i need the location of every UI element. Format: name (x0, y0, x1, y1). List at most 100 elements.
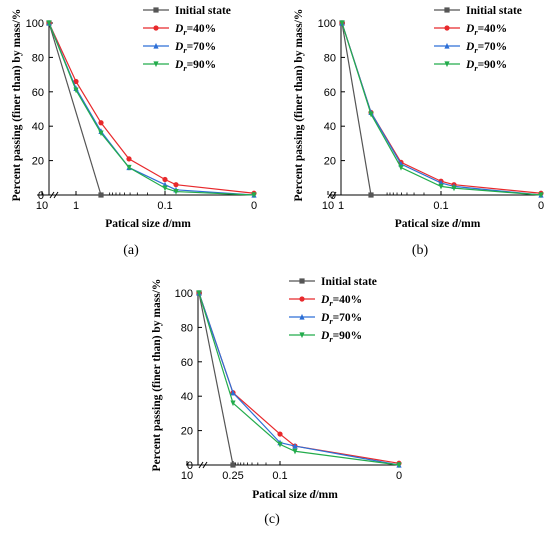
chart-b-ytick-label-3: 60 (324, 87, 336, 99)
chart-c-ytick-label-2: 40 (181, 391, 193, 403)
chart-a-series-3-point-1 (73, 87, 79, 94)
chart-c-series-0-point-1 (230, 462, 236, 468)
chart-a-series-3-line (48, 22, 255, 196)
chart-a-series-1-point-4 (162, 176, 168, 183)
chart-c-series-2-line (198, 292, 400, 466)
chart-b-series-3 (339, 20, 544, 199)
chart-c-series-1-point-2 (277, 431, 283, 437)
chart-c-legend-marker-2 (299, 313, 305, 320)
chart-c-ylabel: Percent passing (finer than) by mass/% (151, 279, 163, 472)
chart-c-series-2-point-3 (292, 442, 298, 449)
chart-a-legend-label-3: Dr=90% (174, 59, 216, 73)
chart-a-ytick-label-4: 80 (32, 52, 44, 64)
chart-b-series-3-point-4 (451, 185, 457, 192)
chart-c-panel-label: (c) (264, 512, 280, 527)
chart-b-series-3-line (341, 22, 542, 196)
chart-b-ytick-label-0: 0 (330, 190, 336, 202)
chart-b-legend-marker-0 (444, 7, 450, 13)
chart-b-series-0-line (341, 22, 372, 196)
chart-a-series-1-point-1 (73, 78, 79, 85)
chart-b-series-3-point-1 (368, 111, 374, 118)
chart-a-xlabel: Patical size d/mm (105, 218, 191, 230)
chart-a-minor-ticks (109, 192, 148, 195)
chart-b-series-0 (339, 20, 374, 198)
chart-c-xtick-label-2: 0.1 (272, 470, 287, 482)
chart-c-series-0 (196, 290, 236, 468)
chart-b-panel-label: (b) (412, 243, 429, 258)
chart-b-legend-marker-2 (444, 42, 450, 49)
chart-a-series-0-point-1 (98, 192, 104, 198)
chart-a-legend-marker-2 (153, 42, 159, 49)
chart-c-ytick-label-0: 0 (187, 460, 193, 472)
chart-c-ytick-label-4: 80 (181, 322, 193, 334)
chart-c-series-3-point-2 (277, 441, 283, 448)
chart-a: 0 20 40 60 80 100 10 1 0.1 0 Initial state Dr=40% Dr… (11, 5, 257, 258)
chart-c-legend-label-0: Initial state (321, 276, 377, 288)
chart-b-ytick-label-5: 100 (318, 18, 336, 30)
chart-a-ylabel: Percent passing (finer than) by mass/% (11, 9, 23, 202)
chart-c-series-3-line (198, 292, 400, 466)
chart-a-legend-label-2: Dr=70% (174, 41, 216, 55)
chart-a-xtick-label-0: 10 (36, 200, 48, 212)
chart-c-legend: Initial state Dr=40% Dr=70% Dr=90% (289, 276, 377, 344)
chart-b-series-2-line (341, 22, 542, 196)
chart-a-series-1-line (48, 22, 255, 194)
chart-a-legend: Initial state Dr=40% Dr=70% Dr=90% (143, 5, 231, 73)
chart-a-panel-label: (a) (123, 243, 139, 258)
chart-b-series-3-point-2 (398, 164, 404, 171)
chart-b-ylabel: Percent passing (finer than) by mass/% (293, 9, 305, 202)
chart-a-series-3-point-0 (46, 20, 52, 27)
chart-a-series-3-point-2 (98, 130, 104, 137)
chart-b: 0 20 40 60 80 100 10 1 0.1 0 Initial state Dr=40% Dr… (293, 5, 544, 258)
chart-c-series-3 (196, 290, 402, 469)
chart-c-series-3-point-0 (196, 290, 202, 297)
chart-c-legend-label-3: Dr=90% (320, 330, 362, 344)
chart-b-xlabel: Patical size d/mm (395, 218, 481, 230)
chart-b-series-0-point-1 (368, 192, 374, 198)
chart-b-legend-label-2: Dr=70% (465, 41, 507, 55)
chart-a-xtick-label-2: 0.1 (157, 200, 172, 212)
chart-a-series-1-point-2 (98, 120, 104, 126)
chart-a-legend-marker-0 (153, 7, 159, 13)
chart-b-legend: Initial state Dr=40% Dr=70% Dr=90% (434, 5, 522, 73)
chart-a-series-1 (46, 20, 257, 196)
chart-a-series-0-line (48, 22, 102, 196)
chart-c-series-1-line (198, 292, 400, 464)
chart-c-series-0-line (198, 292, 234, 466)
chart-c-xtick-label-0: 10 (181, 470, 193, 482)
chart-c-legend-label-2: Dr=70% (320, 312, 362, 326)
chart-c-minor-ticks (235, 462, 267, 465)
chart-c-series-2-point-1 (230, 389, 236, 396)
chart-c-series-3-point-3 (292, 448, 298, 455)
chart-b-series-1-line (341, 22, 542, 194)
chart-b-ytick-label-4: 80 (324, 52, 336, 64)
chart-b-legend-marker-1 (444, 25, 450, 31)
chart-c-legend-marker-1 (299, 296, 305, 302)
chart-c-legend-label-1: Dr=40% (320, 294, 362, 308)
chart-a-series-3-point-3 (126, 164, 132, 171)
chart-a-series-3-point-4 (162, 185, 168, 192)
chart-b-series-3-point-5 (538, 192, 544, 199)
chart-c-ytick-label-1: 20 (181, 426, 193, 438)
chart-b-ytick-label-1: 20 (324, 156, 336, 168)
chart-b-ytick-label-2: 40 (324, 121, 336, 133)
chart-b-xtick-label-1: 1 (338, 200, 344, 212)
chart-b-axis-break (327, 191, 337, 199)
chart-a-xtick-label-1: 1 (73, 200, 79, 212)
chart-b-series-3-point-0 (339, 20, 345, 27)
chart-c-xtick-label-1: 0.25 (222, 470, 243, 482)
chart-c-xlabel: Patical size d/mm (252, 489, 338, 501)
chart-a-legend-label-1: Dr=40% (174, 23, 216, 37)
chart-a-series-3 (46, 20, 257, 199)
chart-a-series-2-line (48, 22, 255, 196)
chart-a-series-3-point-6 (251, 192, 257, 199)
chart-b-xtick-label-3: 0 (538, 200, 544, 212)
chart-a-series-1-point-3 (126, 156, 132, 162)
chart-c-xtick-label-3: 0 (396, 470, 402, 482)
chart-a-ytick-label-3: 60 (32, 87, 44, 99)
chart-a-series-1-point-5 (173, 182, 179, 188)
chart-a-legend-marker-3 (153, 61, 159, 68)
chart-a-ytick-label-5: 100 (26, 18, 44, 30)
chart-b-xtick-label-2: 0.1 (433, 200, 448, 212)
